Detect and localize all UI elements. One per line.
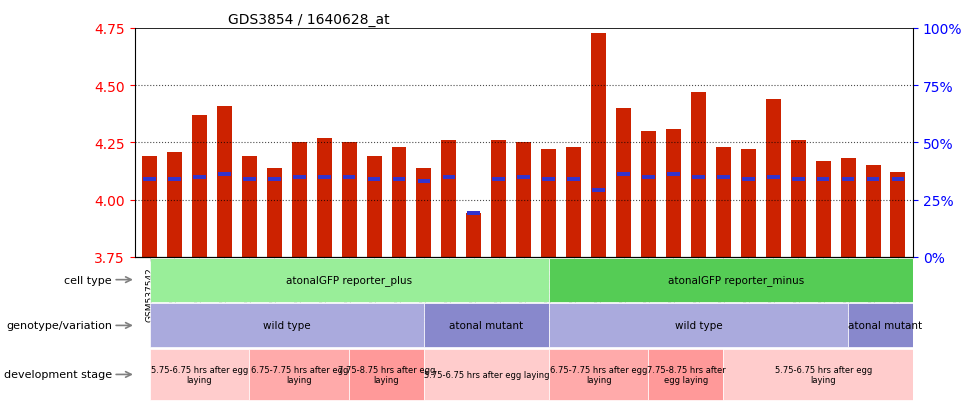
Bar	[391, 147, 407, 257]
FancyBboxPatch shape	[549, 349, 649, 399]
Bar	[567, 178, 580, 182]
Bar	[218, 173, 231, 177]
Bar	[243, 178, 256, 182]
Bar	[167, 152, 182, 257]
Bar	[792, 178, 804, 182]
Bar	[317, 138, 332, 257]
FancyBboxPatch shape	[249, 349, 349, 399]
Bar	[817, 178, 829, 182]
Bar	[816, 161, 830, 257]
FancyBboxPatch shape	[150, 258, 549, 302]
FancyBboxPatch shape	[649, 349, 724, 399]
Text: wild type: wild type	[263, 320, 310, 330]
Bar	[642, 175, 654, 179]
Bar	[467, 212, 480, 216]
Bar	[617, 173, 629, 177]
FancyBboxPatch shape	[549, 258, 923, 302]
Bar	[541, 150, 556, 257]
Bar	[717, 175, 729, 179]
Bar	[393, 178, 406, 182]
Text: 5.75-6.75 hrs after egg
laying: 5.75-6.75 hrs after egg laying	[775, 365, 872, 384]
Bar	[566, 147, 581, 257]
Bar	[168, 178, 181, 182]
Bar	[142, 157, 157, 257]
Bar	[741, 150, 755, 257]
Text: 5.75-6.75 hrs after egg
laying: 5.75-6.75 hrs after egg laying	[151, 365, 248, 384]
FancyBboxPatch shape	[349, 349, 424, 399]
Bar	[842, 178, 854, 182]
Bar	[892, 178, 904, 182]
Text: atonalGFP reporter_plus: atonalGFP reporter_plus	[286, 275, 412, 285]
Bar	[442, 175, 456, 179]
Bar	[866, 166, 880, 257]
Bar	[591, 33, 606, 257]
Text: atonalGFP reporter_minus: atonalGFP reporter_minus	[668, 275, 804, 285]
Text: wild type: wild type	[675, 320, 723, 330]
Bar	[418, 180, 431, 184]
Bar	[867, 178, 879, 182]
Bar	[293, 175, 306, 179]
Bar	[217, 107, 232, 257]
Bar	[368, 178, 381, 182]
Bar	[242, 157, 257, 257]
Bar	[592, 189, 605, 193]
Bar	[766, 100, 780, 257]
FancyBboxPatch shape	[549, 304, 848, 347]
Bar	[318, 175, 331, 179]
FancyBboxPatch shape	[424, 349, 549, 399]
Text: GDS3854 / 1640628_at: GDS3854 / 1640628_at	[228, 12, 389, 26]
Text: 7.75-8.75 hrs after egg
laying: 7.75-8.75 hrs after egg laying	[338, 365, 435, 384]
FancyBboxPatch shape	[150, 349, 249, 399]
FancyBboxPatch shape	[724, 349, 923, 399]
Bar	[767, 175, 779, 179]
Text: 7.75-8.75 hrs after
egg laying: 7.75-8.75 hrs after egg laying	[647, 365, 726, 384]
Bar	[416, 168, 431, 257]
Bar	[666, 129, 681, 257]
Text: 5.75-6.75 hrs after egg laying: 5.75-6.75 hrs after egg laying	[424, 370, 549, 379]
Bar	[441, 141, 456, 257]
Bar	[641, 132, 656, 257]
Bar	[616, 109, 631, 257]
Bar	[143, 178, 156, 182]
Bar	[891, 173, 905, 257]
Bar	[366, 157, 382, 257]
Text: genotype/variation: genotype/variation	[6, 320, 112, 330]
Bar	[667, 173, 679, 177]
Bar	[517, 175, 530, 179]
Text: atonal mutant: atonal mutant	[449, 320, 524, 330]
Bar	[267, 168, 282, 257]
Bar	[542, 178, 555, 182]
Text: development stage: development stage	[4, 370, 112, 380]
Bar	[691, 93, 706, 257]
Bar	[492, 178, 505, 182]
FancyBboxPatch shape	[150, 304, 424, 347]
Bar	[791, 141, 805, 257]
Text: 6.75-7.75 hrs after egg
laying: 6.75-7.75 hrs after egg laying	[251, 365, 348, 384]
Bar	[268, 178, 281, 182]
Bar	[716, 147, 730, 257]
Bar	[292, 143, 307, 257]
Text: atonal mutant: atonal mutant	[849, 320, 923, 330]
Bar	[516, 143, 531, 257]
Bar	[343, 175, 356, 179]
FancyBboxPatch shape	[424, 304, 549, 347]
Bar	[192, 116, 207, 257]
Bar	[841, 159, 855, 257]
Text: cell type: cell type	[64, 275, 112, 285]
FancyBboxPatch shape	[848, 304, 923, 347]
Bar	[193, 175, 206, 179]
Bar	[692, 175, 704, 179]
Bar	[341, 143, 357, 257]
Bar	[742, 178, 754, 182]
Text: 6.75-7.75 hrs after egg
laying: 6.75-7.75 hrs after egg laying	[550, 365, 648, 384]
Bar	[491, 141, 506, 257]
Bar	[466, 214, 481, 257]
